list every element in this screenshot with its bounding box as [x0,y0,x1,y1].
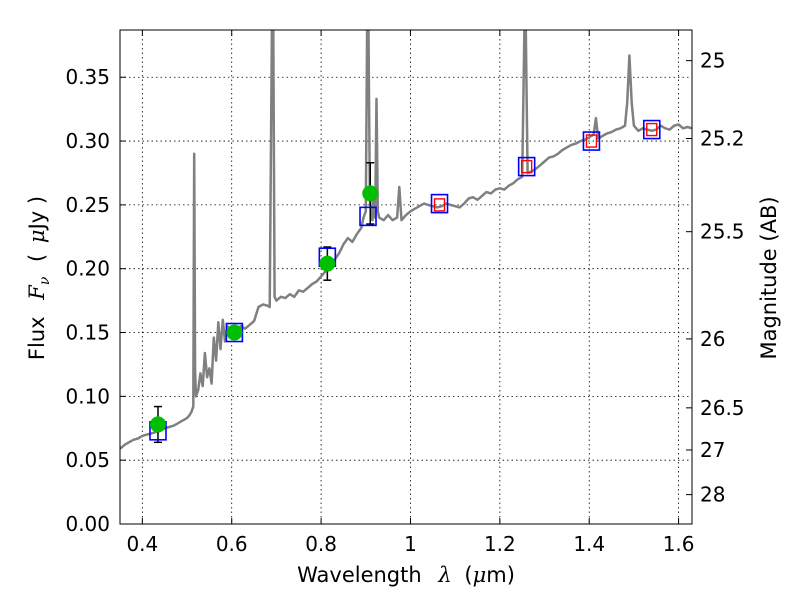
model-sed-layer [120,30,692,450]
y-tick-label: 0.25 [65,193,110,217]
y2-tick-label: 25 [700,49,725,73]
y-tick-label: 0.30 [65,129,110,153]
upper-model-square [585,134,598,148]
observed-point [319,255,336,272]
x-axis: 0.4 0.6 0.8 1 1.2 1.4 1.6 [126,30,695,556]
y-axis-left: 0.00 0.05 0.10 0.15 0.20 0.25 0.30 0.35 [65,65,126,536]
grid-lines [120,30,692,525]
observed-point [149,416,166,433]
y-tick-label: 0.35 [65,65,110,89]
y2-axis-title: Magnitude (AB) [757,196,781,359]
model-photometry-square [430,193,449,214]
x-tick-label: 0.8 [305,532,337,556]
y-axis-title: Flux Fν ( μJy ) [25,196,54,360]
photometry-layer [149,119,661,444]
plot-frame [119,29,693,525]
model-photometry-square [359,206,377,227]
y-tick-label: 0.05 [65,448,110,472]
x-tick-label: 1.6 [663,532,695,556]
x-tick-label: 1.4 [573,532,605,556]
x-tick-label: 0.6 [216,532,248,556]
y-tick-label: 0.20 [65,257,110,281]
upper-model-square [433,198,446,212]
y-tick-label: 0.00 [65,512,110,536]
observed-point [362,185,379,202]
upper-model-square [646,122,658,137]
y2-tick-label: 25.5 [700,220,745,244]
y2-tick-label: 26 [700,327,725,351]
model-sed-line [120,30,692,450]
x-tick-label: 1.2 [484,532,516,556]
y2-tick-label: 27 [700,438,725,462]
x-tick-label: 0.4 [126,532,158,556]
y-axis-right: 25 25.2 25.5 26 26.5 27 28 [686,49,745,507]
observed-point [226,324,243,341]
y2-tick-label: 26.5 [700,396,745,420]
model-photometry-square [642,119,661,140]
y-tick-label: 0.15 [65,321,110,345]
x-axis-title: Wavelength λ (μm) [297,563,515,587]
upper-model-square [520,159,533,174]
y2-tick-label: 25.2 [700,127,745,151]
x-tick-label: 1 [404,532,417,556]
y2-tick-label: 28 [700,483,725,507]
model-photometry-square [582,131,601,151]
model-photometry-square [517,156,536,177]
y-tick-label: 0.10 [65,384,110,408]
